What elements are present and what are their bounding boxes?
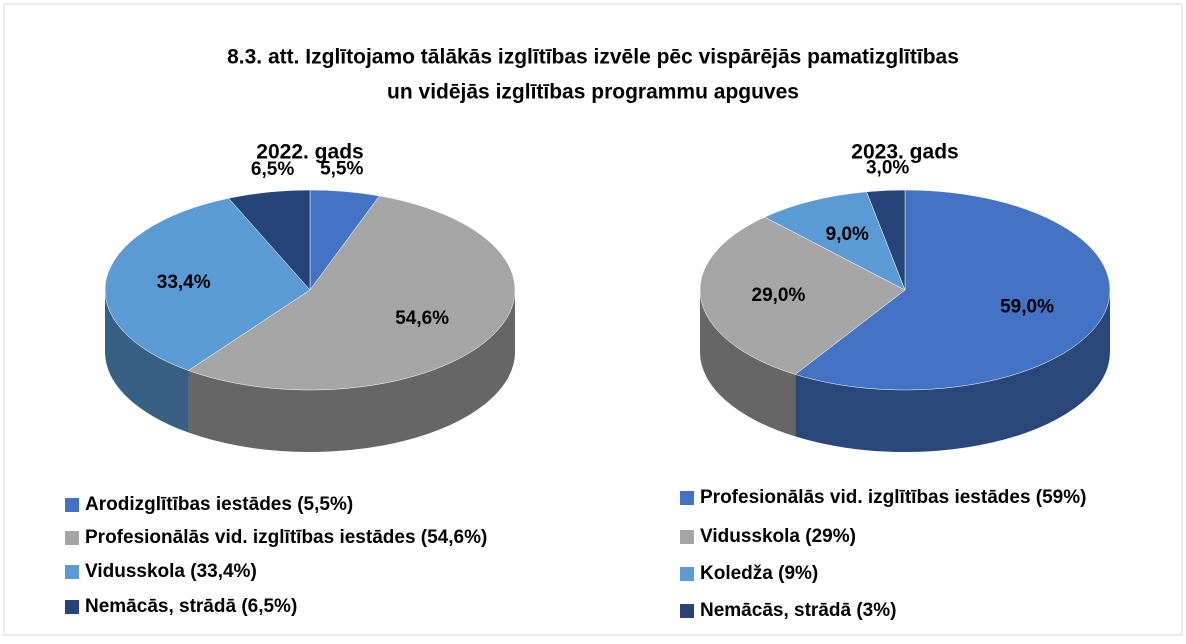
data-label: 6,5% <box>251 159 294 180</box>
legend-label: Koledža (9%) <box>700 563 818 584</box>
legend-swatch <box>65 498 79 512</box>
legend-label: Nemācās, strādā (6,5%) <box>85 596 297 617</box>
data-label: 59,0% <box>1000 296 1054 317</box>
data-label: 33,4% <box>157 272 211 293</box>
legend-swatch <box>680 530 694 544</box>
legend-swatch <box>680 604 694 618</box>
pie-side <box>105 290 189 433</box>
data-label: 3,0% <box>866 157 909 178</box>
legend-swatch <box>65 600 79 614</box>
pie-slice <box>794 189 1111 391</box>
legend-swatch <box>680 491 694 505</box>
data-label: 9,0% <box>826 224 869 245</box>
pie-slice <box>187 195 516 391</box>
chart-title: 8.3. att. Izglītojamo tālākās izglītības… <box>227 46 959 69</box>
legend-label: Vidusskola (33,4%) <box>85 561 257 582</box>
legend-swatch <box>65 531 79 545</box>
legend-label: Profesionālās vid. izglītības iestādes (… <box>85 527 487 548</box>
pie-side <box>188 290 515 452</box>
chart-subtitle: 2022. gads <box>256 141 363 164</box>
legend-label: Arodizglītības iestādes (5,5%) <box>85 494 353 515</box>
pie-slice <box>699 216 906 375</box>
chart-subtitle: 2023. gads <box>851 141 958 164</box>
data-label: 29,0% <box>752 285 806 306</box>
legend-label: Profesionālās vid. izglītības iestādes (… <box>700 487 1086 508</box>
pie-slice <box>228 189 311 291</box>
pie-slice <box>764 191 906 291</box>
legend-swatch <box>65 565 79 579</box>
pie-slice <box>104 197 311 371</box>
pie-side <box>795 290 1110 452</box>
legend-label: Vidusskola (29%) <box>700 526 856 547</box>
data-label: 5,5% <box>320 159 363 180</box>
legend-swatch <box>680 567 694 581</box>
chart-title: un vidējās izglītības programmu apguves <box>387 81 799 104</box>
pie-slice <box>866 189 906 291</box>
legend-label: Nemācās, strādā (3%) <box>700 600 896 621</box>
data-label: 54,6% <box>395 308 449 329</box>
pie-side <box>700 290 796 437</box>
